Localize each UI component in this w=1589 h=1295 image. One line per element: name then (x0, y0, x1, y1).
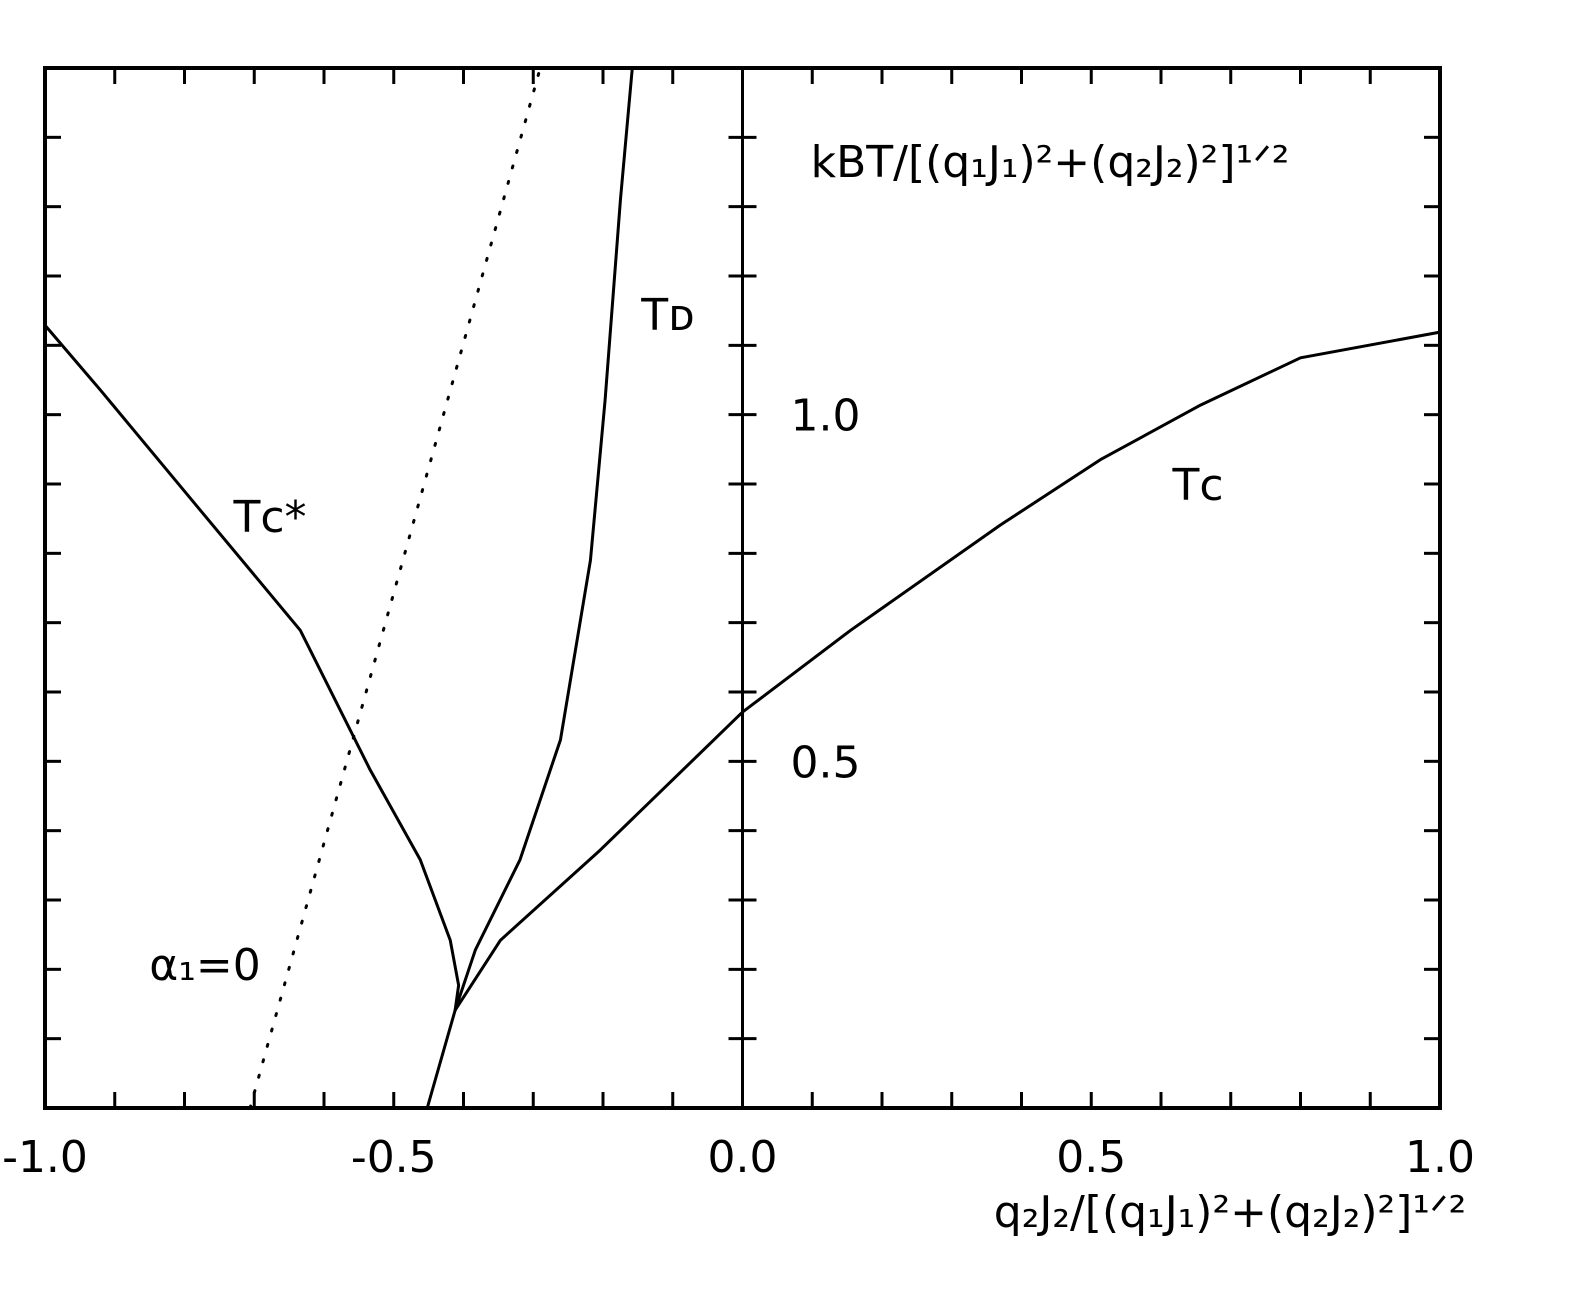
curve-label: Tᴅ (640, 290, 695, 341)
x-tick-label: -1.0 (2, 1132, 88, 1183)
curve (43, 323, 461, 1012)
y-tick-label: 1.0 (791, 391, 861, 442)
x-tick-label: 0.0 (708, 1132, 778, 1183)
curve (453, 66, 634, 1012)
x-tick-label: -0.5 (351, 1132, 437, 1183)
x-tick-label: 0.5 (1056, 1132, 1126, 1183)
curve-label: Tᴄ (1171, 460, 1223, 511)
curve-label: α₁=0 (149, 940, 261, 991)
y-tick-label: 0.5 (791, 737, 861, 788)
curve (425, 330, 1442, 1110)
curve (248, 66, 542, 1110)
y-axis-label: kBT/[(q₁J₁)²+(q₂J₂)²]¹ᐟ² (811, 137, 1290, 188)
x-axis-label: q₂J₂/[(q₁J₁)²+(q₂J₂)²]¹ᐟ² (994, 1187, 1466, 1238)
x-tick-label: 1.0 (1405, 1132, 1475, 1183)
curve-label: Tᴄ* (232, 492, 306, 543)
